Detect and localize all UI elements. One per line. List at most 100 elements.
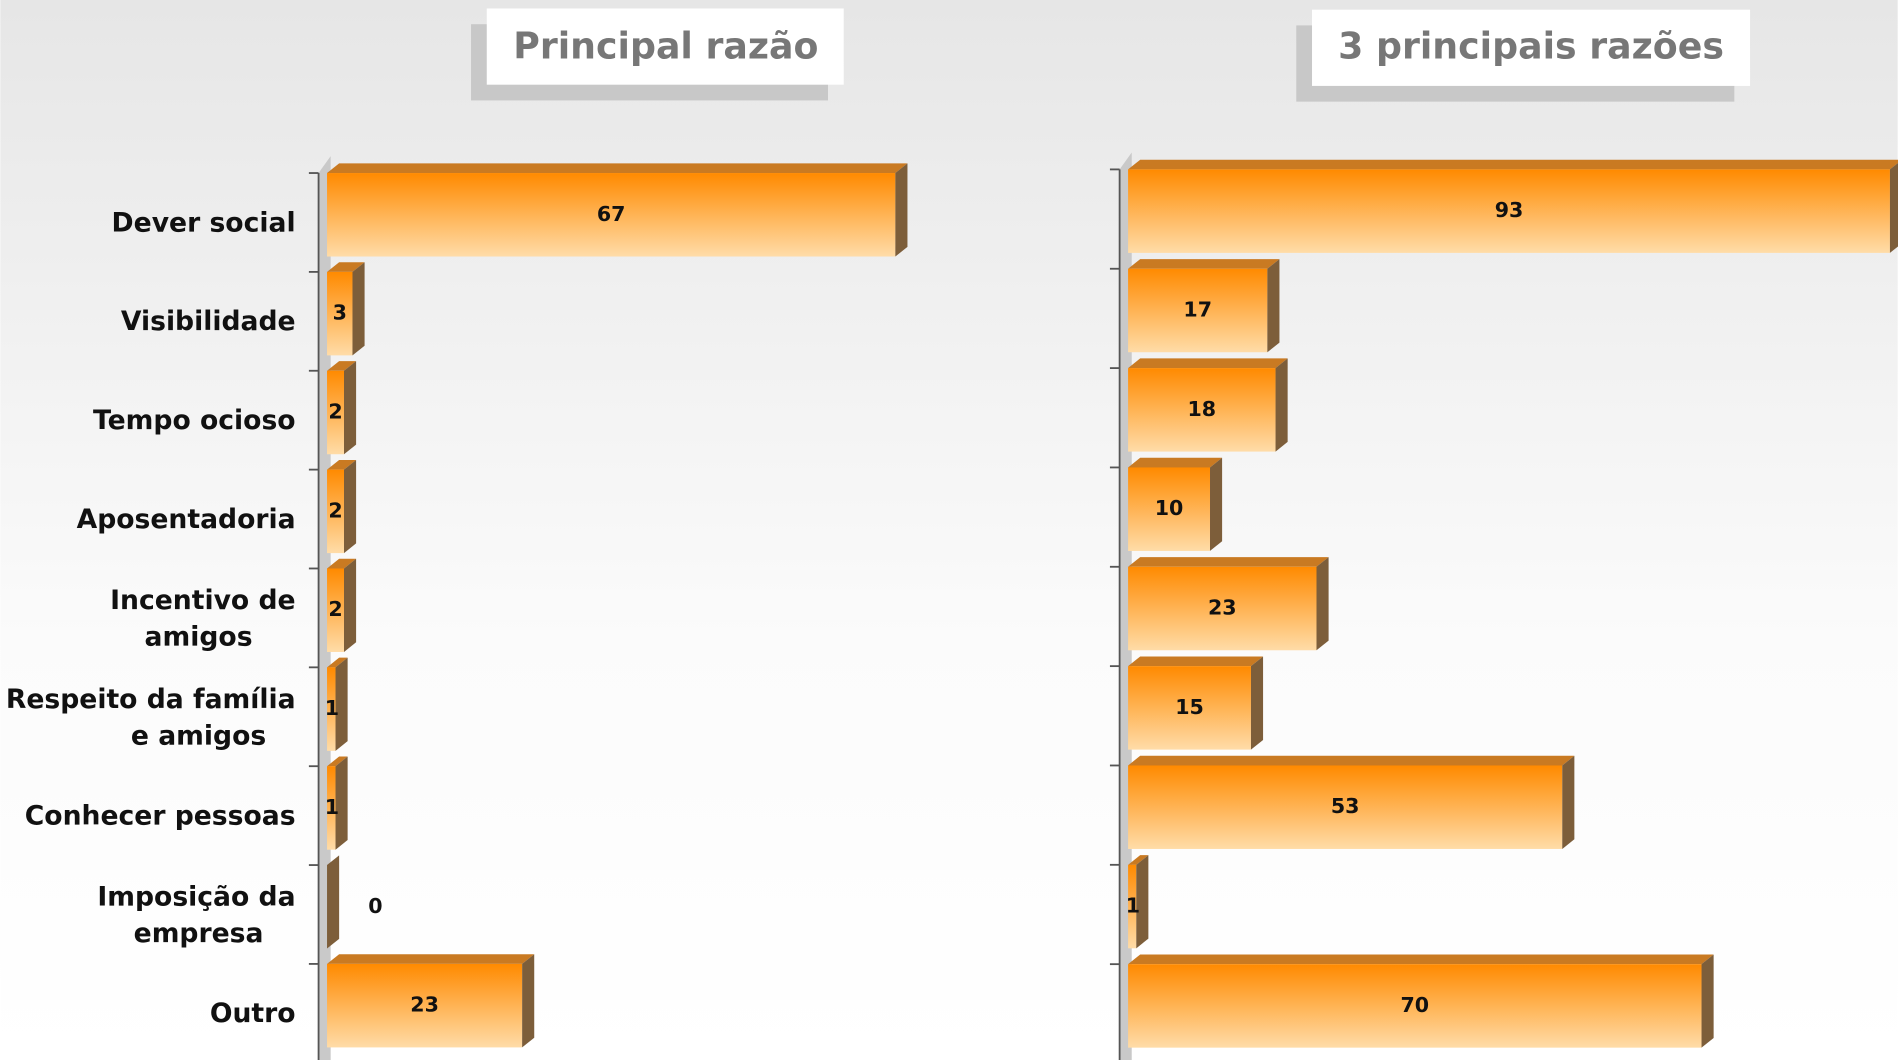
- bar-side: [522, 954, 535, 1048]
- bar: [1128, 457, 1223, 551]
- bar: [1128, 557, 1329, 651]
- bar-side: [1250, 656, 1264, 750]
- bar-front: [327, 667, 336, 751]
- bar-front: [1128, 467, 1211, 551]
- bar-top: [327, 459, 357, 470]
- bar-front: [327, 173, 896, 257]
- bar-top: [327, 163, 908, 174]
- category-label: Visibilidade: [121, 306, 296, 337]
- bar: [327, 558, 357, 652]
- bar-top: [1128, 358, 1288, 369]
- value-label: 1: [1126, 894, 1140, 918]
- value-label: 2: [328, 498, 342, 522]
- bar: [327, 657, 348, 751]
- value-label: 93: [1495, 198, 1524, 222]
- bar: [1128, 855, 1149, 949]
- bar-side: [1701, 954, 1714, 1048]
- bar: [1128, 954, 1714, 1048]
- value-label: 18: [1188, 397, 1217, 421]
- bar-side: [1210, 457, 1223, 551]
- bar-side: [327, 855, 340, 949]
- bar-side: [895, 163, 908, 257]
- bar-front: [327, 766, 336, 850]
- bar: [1128, 259, 1280, 353]
- value-label: 70: [1400, 993, 1429, 1017]
- bar-front: [1128, 169, 1890, 253]
- bar-side: [352, 262, 365, 356]
- value-label: 23: [410, 993, 439, 1017]
- value-label: 3: [333, 301, 347, 325]
- category-label: Outro: [210, 998, 296, 1029]
- bar-top: [327, 262, 365, 272]
- bar-side: [1316, 557, 1329, 651]
- bar-front: [1128, 864, 1137, 949]
- bar: [327, 855, 340, 949]
- bar: [327, 756, 348, 850]
- title-box: [486, 8, 844, 85]
- bar-top: [327, 954, 535, 964]
- value-label: 17: [1183, 297, 1212, 321]
- bar-side: [335, 657, 348, 751]
- bar-front: [1128, 268, 1268, 353]
- bar: [327, 954, 535, 1048]
- bar-front: [327, 370, 345, 455]
- bar-side: [1562, 755, 1575, 849]
- bar-top: [327, 361, 357, 371]
- value-label: 1: [325, 795, 339, 819]
- bar: [327, 361, 357, 455]
- bar-front: [1128, 566, 1317, 651]
- bar-top: [327, 756, 348, 767]
- bar-side: [344, 361, 357, 455]
- value-label: 67: [597, 202, 626, 226]
- bar-top: [1128, 159, 1898, 170]
- value-label: 0: [368, 894, 382, 918]
- bar-top: [1128, 457, 1223, 468]
- category-label: Respeito da família e amigos: [6, 684, 296, 751]
- bar-top: [327, 657, 348, 668]
- bar: [327, 262, 365, 356]
- category-label: Tempo ocioso: [93, 405, 296, 436]
- bar-side: [344, 459, 357, 554]
- category-label: Aposentadoria: [77, 504, 296, 535]
- value-label: 23: [1208, 596, 1237, 620]
- bar: [1128, 656, 1264, 750]
- title-box: [1312, 9, 1751, 86]
- bar-top: [1128, 855, 1149, 865]
- chart-title: Principal razão: [513, 24, 818, 67]
- bar-side: [1889, 162, 1898, 253]
- bar: [1128, 358, 1288, 452]
- category-label: Imposição da empresa: [97, 881, 295, 948]
- value-label: 10: [1155, 496, 1184, 520]
- bar-front: [327, 568, 345, 652]
- value-label: 2: [328, 400, 342, 424]
- bar-side: [1275, 358, 1288, 452]
- bar-top: [1128, 557, 1329, 567]
- bar-side: [335, 756, 348, 850]
- bar: [1128, 755, 1575, 849]
- bar-top: [1128, 259, 1280, 269]
- category-label: Conhecer pessoas: [25, 801, 296, 832]
- bar-side: [1267, 259, 1280, 353]
- bar-side: [344, 558, 357, 652]
- bar-front: [1128, 765, 1563, 849]
- bar-front: [1128, 368, 1276, 452]
- bar-side: [1136, 855, 1149, 949]
- bar: [327, 163, 908, 257]
- bar-front: [1128, 964, 1702, 1048]
- chart-title: 3 principais razões: [1338, 24, 1724, 67]
- bar-top: [1128, 755, 1575, 766]
- bar-top: [1128, 656, 1264, 667]
- bar-front: [327, 271, 353, 356]
- category-label: Dever social: [112, 207, 296, 238]
- value-label: 2: [328, 597, 342, 621]
- bar-front: [327, 469, 345, 554]
- bar-front: [1128, 666, 1251, 750]
- bar: [327, 459, 357, 554]
- bar-top: [327, 558, 357, 569]
- category-label: Incentivo de amigos: [110, 585, 295, 652]
- value-label: 1: [325, 696, 339, 720]
- bar-front: [327, 963, 523, 1048]
- value-label: 53: [1331, 794, 1360, 818]
- value-label: 15: [1175, 695, 1204, 719]
